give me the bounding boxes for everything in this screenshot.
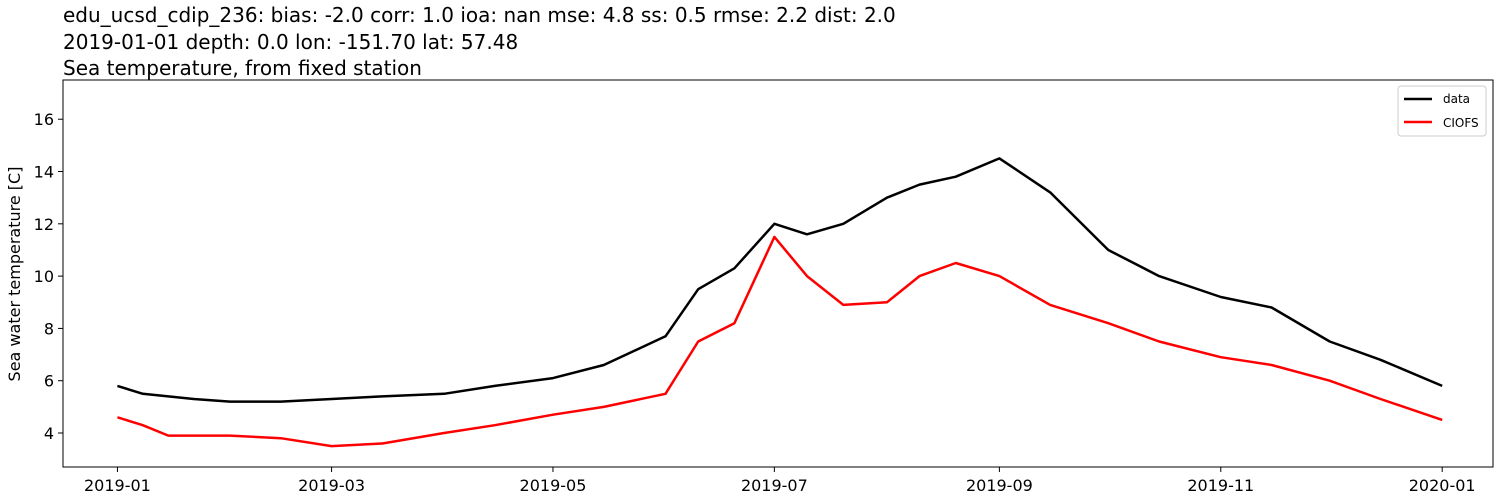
- x-axis: 2019-01 2019-03 2019-05 2019-07 2019-09 2019-…: [84, 467, 1476, 495]
- series-line-data: [117, 157, 1443, 403]
- y-tick-label: 4: [44, 424, 54, 443]
- y-tick-label: 12: [34, 215, 54, 234]
- plot-frame: [62, 79, 1494, 468]
- y-axis-label: Sea water temperature [C]: [5, 167, 24, 382]
- x-tick-label: 2019-09: [966, 476, 1033, 495]
- legend: data CIOFS: [1397, 85, 1487, 137]
- x-tick-label: 2020-01: [1409, 476, 1476, 495]
- chart-title-line-1: edu_ucsd_cdip_236: bias: -2.0 corr: 1.0 …: [63, 3, 896, 27]
- chart-title-line-3: Sea temperature, from fixed station: [63, 56, 422, 80]
- y-tick-label: 10: [34, 267, 54, 286]
- chart-title-line-2: 2019-01-01 depth: 0.0 lon: -151.70 lat: …: [63, 30, 518, 54]
- x-tick-label: 2019-03: [298, 476, 365, 495]
- x-tick-label: 2019-07: [741, 476, 808, 495]
- x-tick-label: 2019-01: [84, 476, 151, 495]
- x-tick-label: 2019-11: [1187, 476, 1254, 495]
- y-tick-label: 14: [34, 163, 54, 182]
- series-layer: [117, 157, 1443, 448]
- series-line-ciofs: [117, 235, 1443, 448]
- y-tick-label: 6: [44, 372, 54, 391]
- legend-label-data: data: [1443, 92, 1470, 106]
- y-tick-label: 16: [34, 110, 54, 129]
- y-axis: 4 6 8 10 12 14 16: [34, 110, 63, 443]
- y-tick-label: 8: [44, 319, 54, 338]
- x-tick-label: 2019-05: [520, 476, 587, 495]
- legend-label-ciofs: CIOFS: [1443, 116, 1479, 130]
